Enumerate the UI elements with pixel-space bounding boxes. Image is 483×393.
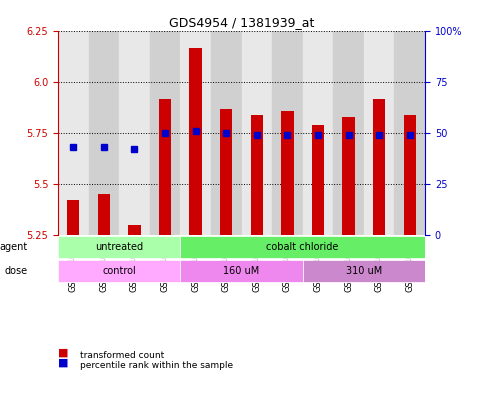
Bar	[251, 115, 263, 235]
Bar	[373, 99, 385, 235]
Title: GDS4954 / 1381939_at: GDS4954 / 1381939_at	[169, 16, 314, 29]
Bar	[364, 31, 395, 235]
Bar	[281, 111, 294, 235]
Text: ■: ■	[58, 348, 69, 358]
Bar	[58, 31, 88, 235]
Text: agent: agent	[0, 242, 28, 252]
FancyBboxPatch shape	[58, 236, 180, 258]
Bar	[128, 224, 141, 235]
Bar	[159, 99, 171, 235]
Text: transformed count: transformed count	[80, 351, 164, 360]
Bar	[189, 48, 202, 235]
Bar	[67, 200, 79, 235]
Bar	[119, 31, 150, 235]
Bar	[312, 125, 324, 235]
Text: cobalt chloride: cobalt chloride	[267, 242, 339, 252]
Text: percentile rank within the sample: percentile rank within the sample	[80, 361, 233, 370]
FancyBboxPatch shape	[180, 236, 425, 258]
Text: ■: ■	[58, 358, 69, 367]
FancyBboxPatch shape	[58, 260, 180, 282]
Bar	[342, 117, 355, 235]
Bar	[180, 31, 211, 235]
Text: 160 uM: 160 uM	[223, 266, 260, 276]
Bar	[404, 115, 416, 235]
Bar	[88, 31, 119, 235]
Bar	[272, 31, 303, 235]
Bar	[211, 31, 242, 235]
Text: control: control	[102, 266, 136, 276]
Text: untreated: untreated	[95, 242, 143, 252]
Bar	[395, 31, 425, 235]
Bar	[220, 109, 232, 235]
Bar	[333, 31, 364, 235]
Bar	[150, 31, 180, 235]
Text: dose: dose	[4, 266, 28, 276]
Bar	[242, 31, 272, 235]
Text: 310 uM: 310 uM	[346, 266, 382, 276]
Bar	[98, 194, 110, 235]
Bar	[303, 31, 333, 235]
FancyBboxPatch shape	[303, 260, 425, 282]
FancyBboxPatch shape	[180, 260, 303, 282]
